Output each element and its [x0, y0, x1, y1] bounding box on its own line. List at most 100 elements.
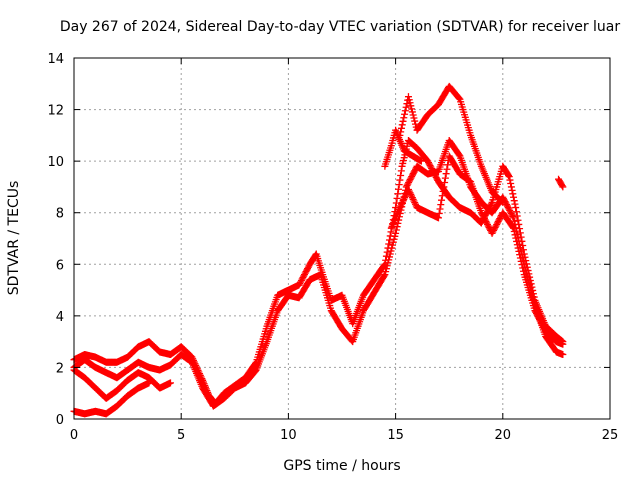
data-point: [505, 171, 513, 179]
data-point: [515, 247, 523, 255]
data-point: [397, 200, 405, 208]
data-point: [516, 229, 524, 237]
data-point: [408, 105, 416, 113]
data-point: [398, 121, 406, 129]
data-point: [435, 209, 443, 217]
data-point: [397, 124, 405, 132]
data-point: [511, 231, 519, 239]
data-point: [396, 176, 404, 184]
x-tick-label: 0: [70, 428, 78, 443]
data-point: [513, 237, 521, 245]
data-point: [404, 186, 412, 194]
data-point: [510, 214, 518, 222]
data-point: [405, 96, 413, 104]
data-point: [397, 202, 405, 210]
data-point: [407, 190, 415, 198]
data-point: [411, 117, 419, 125]
x-tick-label: 10: [280, 428, 297, 443]
data-point: [401, 107, 409, 115]
series-track-g: [381, 126, 425, 170]
data-point: [166, 379, 174, 387]
data-point: [410, 197, 418, 205]
data-point: [409, 111, 417, 119]
data-point: [516, 251, 524, 259]
x-tick-label: 5: [177, 428, 185, 443]
data-points: [70, 82, 567, 418]
chart-title: Day 267 of 2024, Sidereal Day-to-day VTE…: [60, 19, 621, 35]
data-point: [512, 234, 520, 242]
y-tick-label: 14: [47, 52, 64, 67]
data-point: [505, 173, 513, 181]
data-point: [401, 192, 409, 200]
data-point: [145, 379, 153, 387]
y-tick-label: 12: [47, 104, 64, 119]
data-point: [512, 208, 520, 216]
data-point: [410, 114, 418, 122]
data-point: [392, 226, 400, 234]
data-point: [406, 189, 414, 197]
y-tick-label: 8: [56, 207, 64, 222]
y-axis-label: SDTVAR / TECUs: [6, 181, 22, 296]
data-point: [403, 100, 411, 108]
data-point: [510, 197, 518, 205]
data-point: [509, 212, 517, 220]
data-point: [436, 205, 444, 213]
data-point: [441, 179, 449, 187]
data-point: [487, 200, 495, 208]
data-point: [411, 200, 419, 208]
data-point: [516, 254, 524, 262]
data-point: [506, 176, 514, 184]
data-point: [442, 170, 450, 178]
data-point: [397, 171, 405, 179]
data-point: [509, 223, 517, 231]
data-point: [408, 194, 416, 202]
plot-frame: [73, 57, 611, 420]
data-point: [559, 340, 567, 348]
data-point: [497, 197, 505, 205]
data-point: [559, 351, 567, 359]
data-point: [517, 233, 525, 241]
data-point: [518, 261, 526, 269]
data-point: [400, 114, 408, 122]
data-point: [392, 199, 400, 207]
data-point: [558, 182, 566, 190]
data-point: [444, 161, 452, 169]
data-point: [406, 99, 414, 107]
data-point: [510, 193, 518, 201]
data-point: [401, 110, 409, 118]
data-point: [409, 195, 417, 203]
y-tick-label: 10: [47, 155, 64, 170]
series-track-h: [555, 175, 567, 191]
data-point: [443, 165, 451, 173]
data-point: [507, 179, 515, 187]
x-axis-label: GPS time / hours: [283, 458, 400, 474]
data-point: [517, 257, 525, 265]
data-point: [437, 201, 445, 209]
data-point: [434, 214, 442, 222]
data-point: [519, 264, 527, 272]
data-point: [399, 117, 407, 125]
data-point: [394, 185, 402, 193]
data-point: [397, 167, 405, 175]
data-point: [393, 194, 401, 202]
data-point: [519, 267, 527, 275]
data-point: [513, 241, 521, 249]
data-point: [400, 195, 408, 203]
data-point: [408, 108, 416, 116]
data-point: [408, 192, 416, 200]
data-point: [438, 192, 446, 200]
data-point: [509, 190, 517, 198]
x-tick-label: 25: [602, 428, 619, 443]
data-point: [441, 174, 449, 182]
data-point: [510, 224, 518, 232]
series-track-c: [70, 366, 174, 402]
y-tick-label: 0: [56, 413, 64, 428]
data-point: [394, 190, 402, 198]
y-tick-label: 4: [56, 310, 64, 325]
x-tick-label: 20: [495, 428, 512, 443]
data-point: [417, 157, 425, 165]
data-point: [511, 200, 519, 208]
data-point: [455, 151, 463, 159]
x-tick-label: 15: [387, 428, 404, 443]
